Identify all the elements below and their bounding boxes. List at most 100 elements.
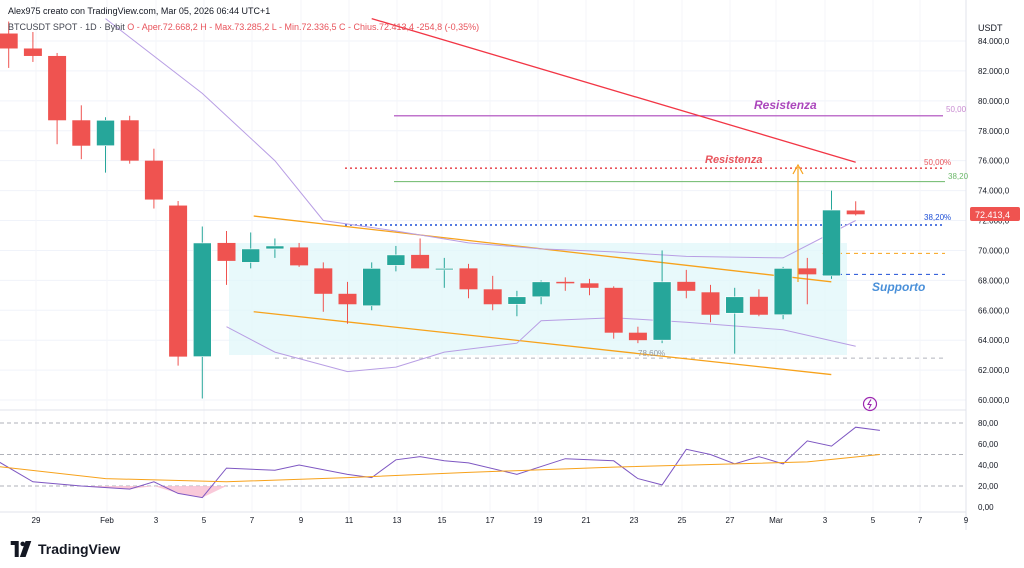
brand-name: TradingView <box>38 541 121 557</box>
price-tick: 62.000,0 <box>978 366 1010 375</box>
price-tick: 60.000,0 <box>978 396 1010 405</box>
red-moving-average <box>371 17 856 163</box>
time-tick: 7 <box>918 516 923 525</box>
time-tick: 3 <box>823 516 828 525</box>
time-tick: 5 <box>871 516 876 525</box>
time-tick: 25 <box>678 516 687 525</box>
price-tick: 66.000,0 <box>978 306 1010 315</box>
rsi-line <box>0 426 880 499</box>
time-tick: 11 <box>345 516 354 525</box>
creator-line: Alex975 creato con TradingView.com, Mar … <box>8 6 271 16</box>
price-tick: 70.000,0 <box>978 246 1010 255</box>
candle-body <box>628 332 647 341</box>
rsi-tick: 40,00 <box>978 461 999 470</box>
candle-body <box>677 281 696 291</box>
time-tick: 23 <box>630 516 639 525</box>
candle-body <box>846 210 865 215</box>
channel-lower-line <box>253 311 832 376</box>
time-tick: 21 <box>582 516 591 525</box>
time-tick: 9 <box>299 516 304 525</box>
candle-body <box>48 55 67 121</box>
time-axis[interactable]: 29 Feb 3 5 7 9 11 13 15 17 19 21 23 25 27 Mar 3 5 7 9 <box>32 516 969 525</box>
purple-lower-band <box>226 317 856 373</box>
tradingview-brand[interactable]: TradingView <box>10 539 120 559</box>
symbol-name[interactable]: BTCUSDT SPOT · 1D · Bybit <box>8 22 125 32</box>
price-tick: 78.000,0 <box>978 127 1010 136</box>
candle-body <box>290 247 309 266</box>
time-tick: 29 <box>32 516 41 525</box>
time-tick: 13 <box>393 516 402 525</box>
candle-body <box>459 268 478 290</box>
candle-body <box>604 287 623 333</box>
candle-body <box>0 33 18 49</box>
candle-body <box>507 296 527 305</box>
time-tick: 9 <box>964 516 969 525</box>
candle-body <box>386 254 406 266</box>
candle-body <box>144 160 163 200</box>
last-price-tag <box>970 207 1020 221</box>
alert-clock-icon[interactable] <box>862 396 878 412</box>
fib-38-blue-label: 38,20% <box>924 213 951 222</box>
candle-body <box>725 296 745 314</box>
candle-body <box>434 268 454 271</box>
fib-50-right-label: 50,00 <box>946 105 967 114</box>
time-tick: 3 <box>154 516 159 525</box>
candle-body <box>193 242 212 357</box>
symbol-info: BTCUSDT SPOT · 1D · Bybit O - Aper.72.66… <box>8 22 479 32</box>
time-tick: Feb <box>100 516 114 525</box>
support-label: Supporto <box>872 280 925 294</box>
rsi-pane <box>0 422 966 499</box>
price-tick: 68.000,0 <box>978 276 1010 285</box>
ohlc-values: O - Aper.72.668,2 H - Max.73.285,2 L - M… <box>127 22 480 32</box>
candle-body <box>241 248 260 263</box>
candle-body <box>169 205 188 357</box>
price-tick: 64.000,0 <box>978 336 1010 345</box>
candle-body <box>338 293 357 305</box>
resistance-label-lower: Resistenza <box>705 154 762 166</box>
candle-body <box>556 281 575 284</box>
candle-body <box>314 268 333 294</box>
price-axis[interactable]: 84.000,0 82.000,0 80.000,0 78.000,0 76.000,0… <box>978 37 1010 405</box>
candle-body <box>701 292 720 315</box>
currency-label: USDT <box>978 23 1003 33</box>
candlesticks[interactable] <box>0 21 865 399</box>
rsi-tick: 20,00 <box>978 482 999 491</box>
rsi-oversold-fill <box>0 486 227 498</box>
rsi-tick: 60,00 <box>978 440 999 449</box>
rsi-tick: 80,00 <box>978 419 999 428</box>
time-tick: 7 <box>250 516 255 525</box>
time-tick: 27 <box>726 516 735 525</box>
rsi-tick: 0,00 <box>978 503 994 512</box>
candle-body <box>72 120 91 146</box>
time-tick: Mar <box>769 516 783 525</box>
candle-body <box>96 119 115 147</box>
time-tick: 5 <box>202 516 207 525</box>
candle-body <box>531 281 551 298</box>
purple-moving-average <box>105 18 856 259</box>
price-tick: 72.000,0 <box>978 217 1010 226</box>
last-price-value: 72.413,4 <box>975 210 1010 220</box>
fib-38-green-label: 38,20 <box>948 172 969 181</box>
candle-body <box>217 242 236 261</box>
candle-body <box>483 289 502 305</box>
time-tick: 19 <box>534 516 543 525</box>
candle-body <box>265 245 285 250</box>
candle-body <box>798 268 817 275</box>
candle-body <box>652 281 672 341</box>
fib-50-red-label: 50,00% <box>924 158 951 167</box>
candle-body <box>773 268 793 316</box>
horizontal-levels <box>275 115 945 359</box>
candle-body <box>822 209 841 277</box>
resistance-label-upper: Resistenza <box>754 98 817 112</box>
rsi-ma-line <box>0 454 880 483</box>
candle-body <box>411 254 430 269</box>
tradingview-logo-icon <box>10 541 32 557</box>
price-tick: 74.000,0 <box>978 187 1010 196</box>
price-tick: 82.000,0 <box>978 67 1010 76</box>
candle-body <box>580 283 599 288</box>
candle-body <box>120 120 139 161</box>
indicator-lines <box>105 17 856 376</box>
price-tick: 84.000,0 <box>978 37 1010 46</box>
time-tick: 15 <box>438 516 447 525</box>
